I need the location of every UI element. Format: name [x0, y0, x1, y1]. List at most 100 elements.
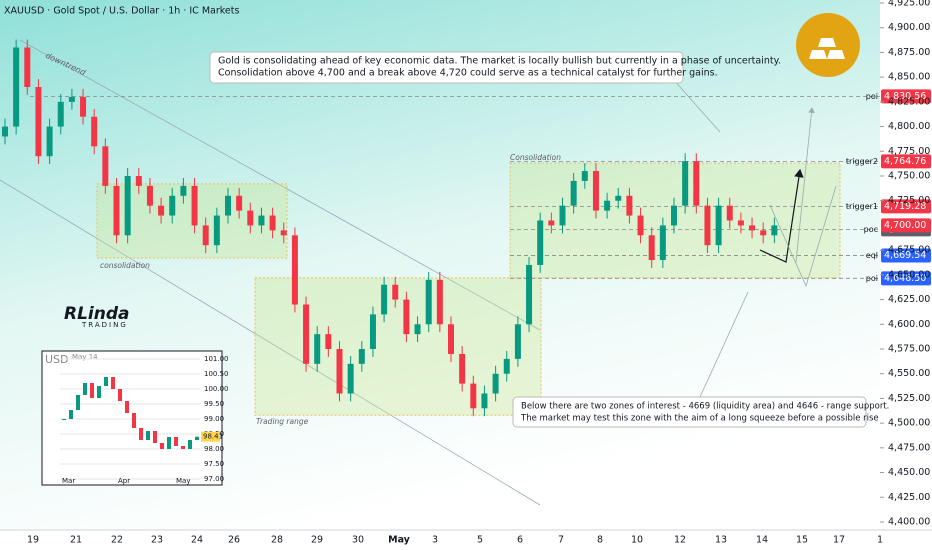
candle-body	[80, 96, 87, 117]
candle-body	[180, 185, 187, 196]
level-label: trigger2	[846, 157, 878, 166]
inset-candle	[76, 395, 80, 410]
candle-body	[358, 349, 365, 364]
last-price-box	[881, 218, 931, 233]
x-tick-label: 12	[674, 535, 686, 546]
candle-body	[68, 96, 75, 102]
x-tick-label: 7	[558, 535, 564, 546]
x-tick-label: 30	[352, 535, 364, 546]
inset-subtitle: May 14	[72, 353, 98, 361]
candle-body	[213, 215, 220, 246]
level-label: poi	[866, 92, 878, 101]
candle-body	[381, 284, 388, 315]
candle-body	[158, 205, 165, 216]
candle-body	[57, 101, 64, 127]
x-tick-label: 24	[191, 535, 203, 546]
annotation-box	[209, 51, 684, 84]
candle-body	[559, 205, 566, 226]
candle-body	[760, 230, 767, 236]
zone-label: Trading range	[256, 417, 309, 426]
y-tick-label: 4,825.00	[888, 96, 930, 107]
candle-body	[202, 225, 209, 246]
channel-line	[0, 179, 541, 506]
candle-body	[325, 334, 332, 349]
logo-sub: TRADING	[81, 321, 128, 329]
gold-bars	[809, 38, 845, 59]
candle-body	[615, 195, 622, 201]
level-label: eql	[866, 251, 878, 260]
candle-body	[682, 161, 689, 206]
x-tick-label: 17	[833, 535, 845, 546]
inset-candle	[146, 431, 150, 440]
inset-y-label: 97.50	[204, 460, 224, 468]
candle-body	[514, 324, 521, 359]
y-tick-label: 4,400.00	[888, 517, 930, 528]
projection-arrow	[795, 107, 815, 263]
logo: RLinda	[64, 304, 130, 324]
candle-body	[2, 126, 8, 137]
inset-y-label: 99.00	[204, 415, 224, 423]
x-tick-label: 19	[27, 535, 39, 546]
candle-body	[146, 185, 153, 206]
candle-body	[247, 210, 254, 226]
y-tick-label: 4,550.00	[888, 368, 930, 379]
level-price: 4,719.28	[884, 201, 926, 212]
x-tick-label: 22	[111, 535, 123, 546]
x-tick-label: 14	[756, 535, 768, 546]
y-tick-label: 4,850.00	[888, 72, 930, 83]
candle-body	[771, 225, 778, 236]
y-tick-label: 4,650.00	[888, 269, 930, 280]
candle-body	[637, 215, 644, 236]
candle-body	[459, 353, 466, 384]
candle-body	[704, 205, 711, 246]
candle-body	[347, 363, 354, 394]
candle-body	[13, 47, 20, 127]
y-tick-label: 4,500.00	[888, 418, 930, 429]
y-tick-label: 4,875.00	[888, 47, 930, 58]
level-price-box	[881, 89, 931, 104]
candle-body	[626, 195, 633, 216]
last-price: 4,700.00	[884, 220, 926, 231]
candle-body	[581, 171, 588, 181]
x-tick-label: 28	[271, 535, 283, 546]
y-tick-label: 4,925.00	[888, 0, 930, 9]
candle-body	[749, 225, 756, 231]
inset-candle	[97, 386, 101, 398]
inset-y-label: 100.50	[204, 370, 229, 378]
candle-body	[369, 314, 376, 349]
x-tick-label: 13	[715, 535, 727, 546]
candle-body	[715, 205, 722, 246]
candle-body	[671, 205, 677, 226]
candle-body	[425, 279, 432, 325]
y-tick-label: 4,725.00	[888, 195, 930, 206]
inset-candle	[139, 428, 143, 440]
inset-candle	[104, 377, 108, 386]
y-tick-label: 4,675.00	[888, 245, 930, 256]
inset-candle	[160, 443, 164, 449]
annotation: Consolidation above 4,700 and a break ab…	[218, 68, 718, 79]
inset-candle	[181, 446, 185, 449]
x-tick-label: 21	[70, 535, 82, 546]
x-tick-label: 8	[597, 535, 603, 546]
candle-body	[91, 116, 98, 147]
chart-title: XAUUSD · Gold Spot / U.S. Dollar · 1h · …	[4, 6, 239, 17]
y-tick-label: 4,425.00	[888, 492, 930, 503]
inset-last-box	[201, 431, 220, 442]
candle-body	[269, 215, 276, 231]
level-price-box	[881, 248, 931, 263]
candle-body	[392, 284, 399, 300]
inset-candle	[62, 419, 66, 420]
inset-y-label: 98.00	[204, 445, 224, 453]
candle-body	[414, 324, 421, 335]
inset-candle	[188, 440, 192, 449]
x-tick-label: 26	[228, 535, 240, 546]
candle-body	[448, 324, 454, 354]
candle-body	[46, 126, 53, 157]
inset-y-label: 101.00	[204, 355, 229, 363]
y-tick-label: 4,775.00	[888, 146, 930, 157]
y-tick-label: 4,600.00	[888, 319, 930, 330]
x-tick-label: 5	[477, 535, 483, 546]
candle-body	[659, 225, 666, 261]
x-tick-label: 10	[631, 535, 643, 546]
